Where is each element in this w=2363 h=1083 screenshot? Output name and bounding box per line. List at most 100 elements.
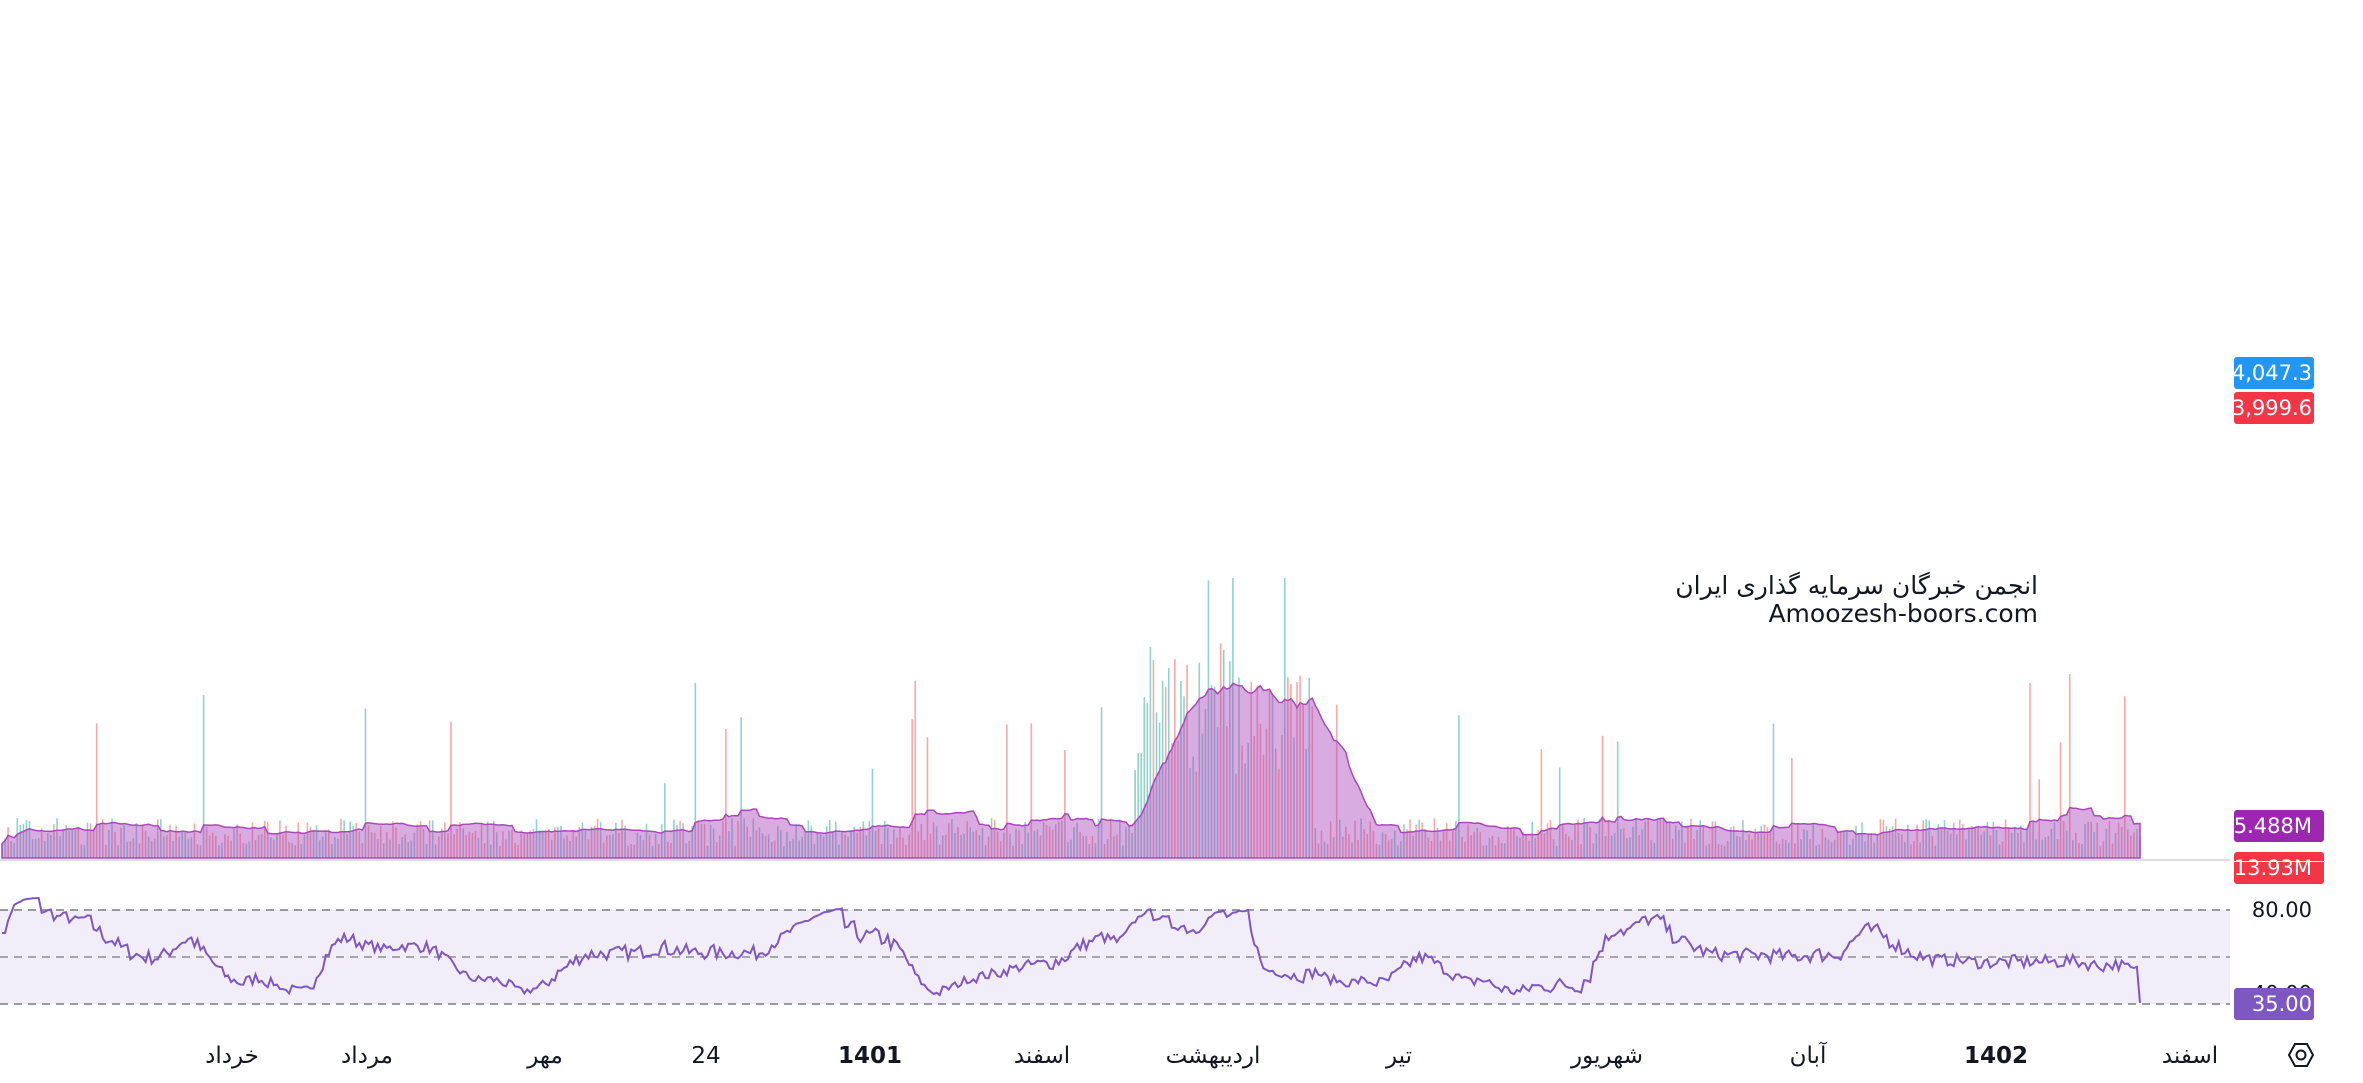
- volume-bar: [599, 822, 602, 858]
- volume-bar: [144, 830, 147, 858]
- volume-bar: [1827, 839, 1830, 858]
- volume-bar: [1436, 827, 1439, 858]
- volume-bar: [291, 842, 293, 858]
- volume-bar: [1989, 835, 1992, 858]
- volume-bar: [196, 844, 199, 858]
- volume-bar: [297, 822, 300, 858]
- volume-bar: [465, 835, 468, 858]
- volume-bar: [101, 819, 104, 858]
- volume-bar: [1754, 828, 1756, 858]
- volume-bar: [1073, 827, 1075, 858]
- volume-bar: [1235, 773, 1237, 858]
- volume-bar: [764, 836, 767, 858]
- volume-bar: [2065, 830, 2068, 858]
- volume-bar: [1155, 712, 1158, 858]
- volume-bar: [453, 834, 455, 858]
- volume-bar: [1540, 749, 1543, 858]
- volume-bar: [1537, 830, 1540, 858]
- volume-bar: [1962, 824, 1964, 858]
- time-tick-label: خرداد: [205, 1043, 259, 1069]
- volume-bar: [1781, 838, 1784, 858]
- volume-bar: [224, 834, 226, 858]
- volume-bar: [929, 833, 932, 858]
- volume-bar: [1387, 840, 1390, 858]
- volume-bar: [1241, 745, 1243, 858]
- volume-bar: [569, 840, 571, 858]
- volume-bar: [1809, 839, 1811, 858]
- volume-bar: [401, 837, 403, 858]
- volume-bar: [1006, 724, 1008, 858]
- volume-bar: [1451, 830, 1454, 858]
- volume-bar: [1491, 835, 1494, 858]
- volume-bar: [1723, 845, 1726, 858]
- rsi-last-label-bg: [2234, 988, 2314, 1020]
- volume-bar: [981, 827, 984, 858]
- volume-bar: [355, 823, 358, 858]
- volume-bar: [1164, 687, 1167, 858]
- volume-bar: [1986, 822, 1989, 858]
- volume-bar: [153, 838, 156, 858]
- volume-bar: [682, 823, 684, 858]
- volume-bar: [1363, 829, 1366, 858]
- volume-bar: [706, 845, 709, 858]
- volume-bar: [1149, 646, 1152, 858]
- volume-bar: [1329, 821, 1332, 858]
- volume-bar: [2084, 824, 2086, 858]
- volume-bar: [541, 830, 544, 858]
- volume-bar: [1268, 690, 1271, 858]
- time-tick-label: آبان: [1790, 1041, 1828, 1069]
- volume-bar: [905, 844, 907, 858]
- volume-bar: [1519, 837, 1521, 858]
- volume-bar: [1729, 827, 1732, 858]
- volume-bar: [813, 843, 816, 858]
- volume-bar: [324, 831, 327, 858]
- volume-bar: [1769, 832, 1772, 858]
- volume-bar: [236, 824, 238, 858]
- ma-fast-label-bg: [2234, 392, 2314, 424]
- volume-bar: [807, 820, 810, 858]
- volume-bar: [1033, 830, 1036, 858]
- volume-bar: [1546, 823, 1549, 858]
- volume-bar: [10, 841, 12, 858]
- volume-bar: [19, 824, 22, 858]
- volume-bar: [596, 818, 599, 858]
- hexagon-settings-icon[interactable]: [2287, 1043, 2315, 1067]
- volume-ma-label-bg: [2234, 810, 2324, 842]
- volume-bar: [1009, 833, 1011, 858]
- volume-bar: [1797, 824, 1799, 858]
- volume-bar: [68, 831, 70, 858]
- volume-bar: [1366, 833, 1369, 858]
- volume-bar: [1378, 844, 1381, 858]
- volume-bar: [202, 695, 205, 858]
- volume-bar: [734, 845, 736, 858]
- volume-bar: [1705, 845, 1708, 858]
- volume-bar: [480, 824, 483, 858]
- volume-bar: [1174, 659, 1176, 858]
- volume-bar: [135, 822, 138, 858]
- volume-bar: [1012, 845, 1014, 858]
- volume-bar: [263, 820, 266, 858]
- volume-bar: [477, 837, 480, 858]
- volume-bar: [1232, 578, 1234, 858]
- volume-bar: [1247, 743, 1249, 858]
- volume-bar: [1442, 829, 1445, 858]
- time-tick-label: تیر: [1385, 1043, 1412, 1069]
- volume-bar: [2133, 832, 2135, 858]
- volume-bar: [416, 824, 419, 858]
- volume-bar: [944, 834, 947, 858]
- volume-bar: [1482, 845, 1485, 858]
- volume-bar: [1824, 837, 1827, 858]
- volume-bar: [434, 844, 437, 858]
- volume-bar: [1427, 837, 1430, 858]
- pane-gap: [2230, 861, 2363, 862]
- volume-bar: [2032, 820, 2034, 858]
- volume-bar: [1430, 840, 1433, 858]
- volume-bar: [1629, 837, 1631, 858]
- volume-bar: [2053, 822, 2056, 858]
- volume-bar: [489, 844, 492, 858]
- volume-bar: [450, 721, 452, 858]
- time-axis[interactable]: خرداد مرداد مهر 24 1401 اسفند اردیبهشت تیر شهریو…: [205, 1041, 2218, 1069]
- volume-bar: [810, 825, 813, 858]
- volume-bar: [74, 829, 77, 858]
